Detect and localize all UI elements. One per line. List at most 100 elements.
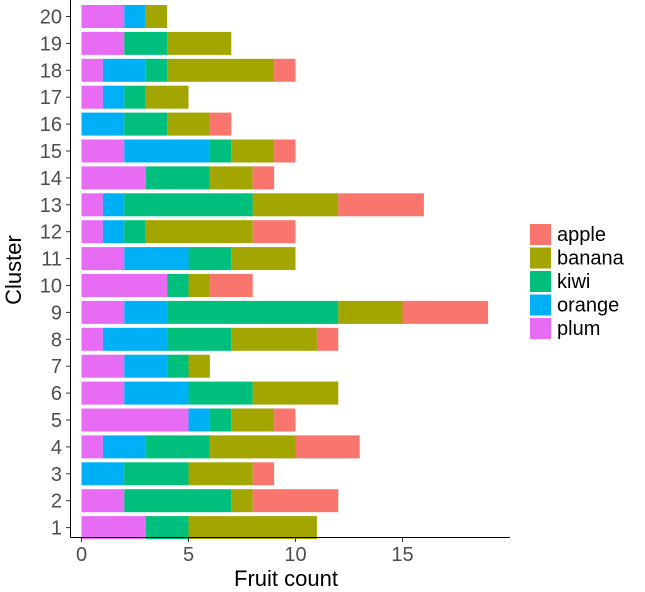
x-tick-label: 15: [391, 544, 413, 566]
legend-swatch-banana: [530, 247, 551, 269]
y-tick-label: 4: [51, 437, 62, 459]
y-tick-label: 3: [51, 464, 62, 486]
bar-segment-kiwi-cluster-11: [188, 247, 232, 271]
bar-segment-kiwi-cluster-6: [188, 381, 253, 405]
bar-segment-orange-cluster-13: [102, 193, 125, 217]
bar-segment-banana-cluster-5: [231, 408, 275, 432]
bar-segment-banana-cluster-3: [188, 462, 253, 486]
bar-segment-banana-cluster-7: [188, 354, 210, 378]
bar-segment-apple-cluster-13: [338, 193, 424, 217]
bar-segment-orange-cluster-4: [102, 435, 146, 459]
x-tick-label: 5: [183, 544, 194, 566]
bar-segment-orange-cluster-12: [102, 220, 125, 244]
bar-segment-kiwi-cluster-1: [145, 516, 189, 540]
bar-segment-plum-cluster-12: [81, 220, 103, 244]
y-tick-label: 6: [51, 383, 62, 405]
legend-swatch-apple: [530, 224, 551, 245]
bar-segment-plum-cluster-10: [81, 274, 168, 297]
bar-segment-plum-cluster-11: [81, 247, 125, 271]
y-tick-label: 12: [40, 222, 62, 244]
bars-layer: [81, 5, 489, 540]
bar-segment-plum-cluster-2: [81, 489, 125, 513]
bar-segment-kiwi-cluster-19: [124, 31, 168, 55]
bar-segment-banana-cluster-1: [188, 516, 317, 540]
legend-label-kiwi: kiwi: [557, 271, 590, 293]
bar-segment-banana-cluster-17: [145, 85, 189, 109]
y-tick-label: 17: [40, 87, 62, 109]
legend-label-banana: banana: [557, 248, 625, 270]
bar-segment-kiwi-cluster-5: [209, 408, 232, 432]
bar-segment-banana-cluster-6: [252, 381, 339, 405]
legend-label-apple: apple: [557, 224, 606, 246]
bar-segment-kiwi-cluster-17: [124, 85, 146, 109]
bar-segment-kiwi-cluster-9: [167, 300, 339, 324]
bar-segment-orange-cluster-16: [81, 112, 125, 136]
y-tick-label: 11: [41, 249, 62, 271]
x-tick-label: 10: [284, 544, 306, 566]
y-tick-label: 1: [51, 518, 62, 540]
bar-segment-orange-cluster-9: [124, 300, 168, 324]
bar-segment-banana-cluster-10: [188, 274, 210, 297]
bar-segment-plum-cluster-19: [81, 31, 125, 55]
y-tick-label: 15: [40, 141, 62, 163]
y-tick-label: 19: [40, 33, 62, 55]
bar-segment-plum-cluster-15: [81, 139, 125, 163]
bar-segment-banana-cluster-18: [167, 58, 275, 82]
bar-segment-plum-cluster-8: [81, 327, 103, 351]
y-tick-label: 5: [51, 410, 62, 432]
bar-segment-kiwi-cluster-18: [145, 58, 168, 82]
bar-segment-apple-cluster-18: [274, 58, 296, 82]
bar-segment-apple-cluster-3: [252, 462, 275, 486]
y-tick-label: 10: [40, 276, 62, 298]
legend-label-orange: orange: [557, 295, 619, 317]
bar-segment-plum-cluster-1: [81, 516, 146, 540]
bar-segment-orange-cluster-7: [124, 354, 168, 378]
bar-segment-plum-cluster-20: [81, 5, 125, 28]
bar-segment-plum-cluster-5: [81, 408, 189, 432]
bar-segment-plum-cluster-9: [81, 300, 125, 324]
bar-segment-kiwi-cluster-8: [167, 327, 232, 351]
bar-segment-orange-cluster-17: [102, 85, 125, 109]
bar-segment-apple-cluster-14: [252, 166, 275, 190]
bar-segment-orange-cluster-6: [124, 381, 189, 405]
bar-segment-banana-cluster-19: [167, 31, 232, 55]
bar-segment-banana-cluster-9: [338, 300, 403, 324]
legend-swatch-plum: [530, 318, 551, 339]
y-tick-label: 13: [40, 195, 62, 217]
bar-segment-banana-cluster-11: [231, 247, 296, 271]
bar-segment-orange-cluster-15: [124, 139, 210, 163]
bar-segment-kiwi-cluster-3: [124, 462, 189, 486]
bar-segment-banana-cluster-12: [145, 220, 253, 244]
y-tick-label: 18: [40, 60, 62, 82]
bar-segment-apple-cluster-8: [316, 327, 339, 351]
bar-segment-kiwi-cluster-16: [124, 112, 168, 136]
bar-segment-apple-cluster-9: [402, 300, 489, 324]
bar-segment-apple-cluster-15: [274, 139, 296, 163]
bar-segment-banana-cluster-13: [252, 193, 339, 217]
bar-segment-plum-cluster-18: [81, 58, 103, 82]
bar-segment-plum-cluster-4: [81, 435, 103, 459]
bar-segment-plum-cluster-6: [81, 381, 125, 405]
bar-segment-orange-cluster-11: [124, 247, 189, 271]
bar-segment-apple-cluster-10: [209, 274, 253, 297]
y-tick-label: 7: [51, 356, 62, 378]
bar-segment-orange-cluster-18: [102, 58, 146, 82]
legend-label-plum: plum: [557, 318, 600, 340]
bar-segment-kiwi-cluster-4: [145, 435, 210, 459]
bar-segment-apple-cluster-4: [295, 435, 360, 459]
bar-segment-orange-cluster-8: [102, 327, 168, 351]
x-tick-label: 0: [76, 544, 87, 566]
bar-segment-banana-cluster-2: [231, 489, 253, 513]
bar-segment-banana-cluster-20: [145, 5, 168, 28]
bar-segment-banana-cluster-16: [167, 112, 210, 136]
bar-segment-plum-cluster-17: [81, 85, 103, 109]
y-tick-label: 14: [40, 168, 62, 190]
bar-segment-kiwi-cluster-13: [124, 193, 253, 217]
x-axis-ticks: 0 5 10 15: [76, 537, 414, 566]
bar-segment-apple-cluster-5: [274, 408, 296, 432]
bar-segment-plum-cluster-14: [81, 166, 146, 190]
y-axis-title: Cluster: [1, 235, 26, 305]
